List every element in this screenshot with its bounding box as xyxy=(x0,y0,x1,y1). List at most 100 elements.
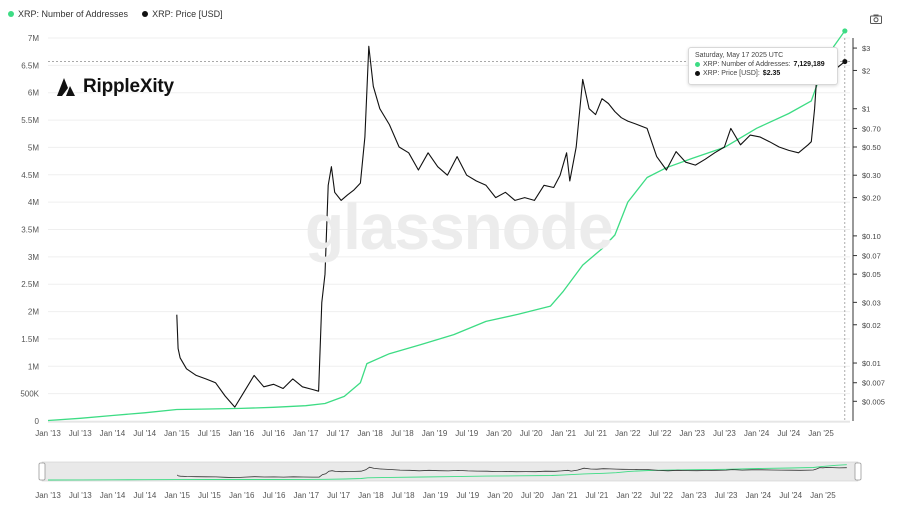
chart-tooltip: Saturday, May 17 2025 UTC XRP: Number of… xyxy=(688,47,838,85)
price-legend-dot xyxy=(142,11,149,17)
x-tick-label: Jan '25 xyxy=(808,429,834,438)
tooltip-row-price: XRP: Price [USD]: $2.35 xyxy=(695,70,831,77)
y-right-tick-label: $0.10 xyxy=(862,232,881,241)
x-tick-label: Jan '18 xyxy=(357,429,383,438)
x-tick-label: Jul '13 xyxy=(69,429,92,438)
y-left-tick-label: 500K xyxy=(20,390,39,399)
tooltip-price-dot xyxy=(695,71,700,76)
x-tick-label: Jul '20 xyxy=(520,429,543,438)
y-right-tick-label: $1 xyxy=(862,105,870,114)
navigator-handle-left[interactable] xyxy=(38,462,46,481)
x-tick-label: Jan '14 xyxy=(100,429,126,438)
y-right-tick-label: $0.03 xyxy=(862,298,881,307)
tooltip-addresses-label: XRP: Number of Addresses: xyxy=(703,61,791,68)
logo-text: RippleXity xyxy=(83,76,174,97)
addresses-series-line xyxy=(47,30,846,422)
tooltip-addresses-dot xyxy=(695,62,700,67)
legend-label-addresses: XRP: Number of Addresses xyxy=(18,9,129,19)
navigator-handle-right[interactable] xyxy=(854,462,862,481)
y-right-tick-label: $0.30 xyxy=(862,171,881,180)
y-right-tick-label: $2 xyxy=(862,66,870,75)
y-right-tick-label: $0.02 xyxy=(862,321,881,330)
tooltip-addresses-value: 7,129,189 xyxy=(793,61,825,68)
tooltip-row-addresses: XRP: Number of Addresses: 7,129,189 xyxy=(695,61,831,68)
x-tick-label: Jan '23 xyxy=(679,429,705,438)
navigator-tick-label: Jan '13 xyxy=(35,491,61,500)
x-tick-label: Jan '22 xyxy=(615,429,641,438)
navigator-tick-label: Jul '18 xyxy=(392,491,415,500)
tooltip-price-label: XRP: Price [USD]: xyxy=(703,70,760,77)
y-left-tick-label: 1M xyxy=(28,362,39,371)
y-left-tick-label: 2.5M xyxy=(21,280,39,289)
navigator-tick-label: Jul '24 xyxy=(779,491,802,500)
tooltip-date: Saturday, May 17 2025 UTC xyxy=(695,52,784,59)
y-left-tick-label: 0 xyxy=(35,417,40,426)
tooltip-price-value: $2.35 xyxy=(762,70,781,77)
legend-item-price[interactable]: XRP: Price [USD] xyxy=(142,9,223,19)
y-left-tick-label: 4.5M xyxy=(21,171,39,180)
navigator-tick-label: Jul '19 xyxy=(456,491,479,500)
navigator-tick-label: Jan '19 xyxy=(423,491,449,500)
x-tick-label: Jul '16 xyxy=(262,429,285,438)
x-tick-label: Jan '17 xyxy=(293,429,319,438)
camera-icon[interactable] xyxy=(870,14,882,24)
navigator-tick-label: Jul '16 xyxy=(263,491,286,500)
y-left-tick-label: 5M xyxy=(28,143,39,152)
x-tick-label: Jan '13 xyxy=(35,429,61,438)
navigator-tick-label: Jan '16 xyxy=(229,491,255,500)
x-tick-label: Jul '14 xyxy=(133,429,156,438)
navigator-tick-label: Jan '17 xyxy=(294,491,320,500)
legend-item-addresses[interactable]: XRP: Number of Addresses xyxy=(8,9,128,19)
navigator-tick-label: Jul '20 xyxy=(521,491,544,500)
x-tick-label: Jul '15 xyxy=(198,429,221,438)
x-tick-label: Jan '16 xyxy=(228,429,254,438)
navigator-tick-label: Jul '21 xyxy=(585,491,608,500)
navigator-tick-label: Jul '13 xyxy=(69,491,92,500)
y-left-tick-label: 2M xyxy=(28,308,39,317)
y-left-tick-label: 1.5M xyxy=(21,335,39,344)
watermark-text: glassnode xyxy=(305,191,614,263)
navigator-tick-label: Jul '15 xyxy=(198,491,221,500)
x-tick-label: Jul '22 xyxy=(649,429,672,438)
x-tick-label: Jul '21 xyxy=(584,429,607,438)
navigator-tick-label: Jan '25 xyxy=(810,491,836,500)
y-left-tick-label: 3M xyxy=(28,253,39,262)
navigator-tick-label: Jul '23 xyxy=(715,491,738,500)
y-right-tick-label: $3 xyxy=(862,44,870,53)
y-right-tick-label: $0.07 xyxy=(862,252,881,261)
legend-label-price: XRP: Price [USD] xyxy=(152,9,223,19)
y-left-tick-label: 5.5M xyxy=(21,116,39,125)
y-left-tick-label: 3.5M xyxy=(21,226,39,235)
y-right-tick-label: $0.70 xyxy=(862,124,881,133)
navigator-tick-label: Jan '18 xyxy=(358,491,384,500)
navigator-tick-label: Jan '24 xyxy=(746,491,772,500)
x-tick-label: Jul '17 xyxy=(326,429,349,438)
navigator-tick-label: Jan '22 xyxy=(616,491,642,500)
y-right-tick-label: $0.05 xyxy=(862,270,881,279)
y-left-tick-label: 7M xyxy=(28,34,39,43)
price-end-marker xyxy=(842,58,848,65)
navigator-tick-label: Jul '14 xyxy=(133,491,156,500)
navigator-addresses-line xyxy=(47,464,847,481)
legend: XRP: Number of Addresses XRP: Price [USD… xyxy=(8,9,223,19)
x-tick-label: Jan '24 xyxy=(744,429,770,438)
navigator-track xyxy=(41,461,859,482)
y-left-tick-label: 6M xyxy=(28,89,39,98)
ripple-logo-icon xyxy=(57,78,75,96)
x-tick-label: Jul '19 xyxy=(455,429,478,438)
ripplexity-logo: RippleXity xyxy=(55,76,174,98)
y-left-tick-label: 4M xyxy=(28,198,39,207)
navigator-tick-label: Jan '14 xyxy=(100,491,126,500)
x-tick-label: Jul '18 xyxy=(391,429,414,438)
navigator-tick-label: Jan '23 xyxy=(681,491,707,500)
y-right-tick-label: $0.20 xyxy=(862,194,881,203)
navigator-tick-label: Jul '22 xyxy=(650,491,673,500)
x-tick-label: Jan '21 xyxy=(551,429,577,438)
y-left-tick-label: 6.5M xyxy=(21,61,39,70)
navigator-tick-label: Jan '21 xyxy=(552,491,578,500)
y-right-tick-label: $0.01 xyxy=(862,359,881,368)
navigator-tick-label: Jan '15 xyxy=(164,491,190,500)
y-right-tick-label: $0.50 xyxy=(862,143,881,152)
y-right-tick-label: $0.005 xyxy=(862,397,885,406)
